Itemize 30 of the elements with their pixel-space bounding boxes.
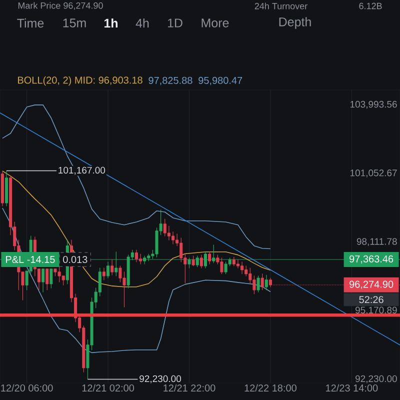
x-tick-label: 12/20 06:00 [1, 384, 53, 392]
text: 24h Turnover [254, 2, 308, 10]
text: 97,825.88 [148, 76, 192, 86]
x-tick-label: 12/21 22:00 [164, 384, 216, 392]
text: 1h [104, 18, 118, 28]
annotation: 52:26 [359, 296, 384, 304]
annotation: 0.013 [63, 256, 88, 264]
text: Mark Price 96,274.90 [18, 2, 103, 10]
text: 15m [63, 18, 86, 28]
x-tick-label: 12/21 02:00 [82, 384, 134, 392]
text: Time [17, 18, 44, 28]
x-tick-label: 12/22 18:00 [244, 384, 296, 392]
x-tick-label: 12/23 14:00 [326, 384, 378, 392]
y-tick-label: 101,052.67 [350, 170, 397, 178]
text: 4h [136, 18, 149, 28]
y-tick-label: 92,230.00 [355, 375, 397, 384]
annotation: 92,230.00 [140, 375, 181, 384]
ref-line-label: 96,274.90 [350, 280, 394, 290]
text: 6.12B [359, 2, 382, 10]
text: 95,980.47 [198, 76, 242, 86]
annotation: 101,167.00 [58, 166, 106, 175]
y-tick-label: 103,993.56 [350, 100, 397, 109]
text: BOLL(20, 2) MID: 96,903.18 [18, 76, 142, 86]
text: Depth [279, 17, 311, 29]
text: More [202, 18, 229, 28]
annotation: 97,363.46 [350, 255, 394, 264]
y-tick-label: 95,170.89 [355, 306, 397, 315]
ref-line-label: P&L -14.15 [6, 256, 55, 264]
y-tick-label: 98,111.78 [356, 238, 397, 246]
text: 1D [168, 18, 182, 28]
